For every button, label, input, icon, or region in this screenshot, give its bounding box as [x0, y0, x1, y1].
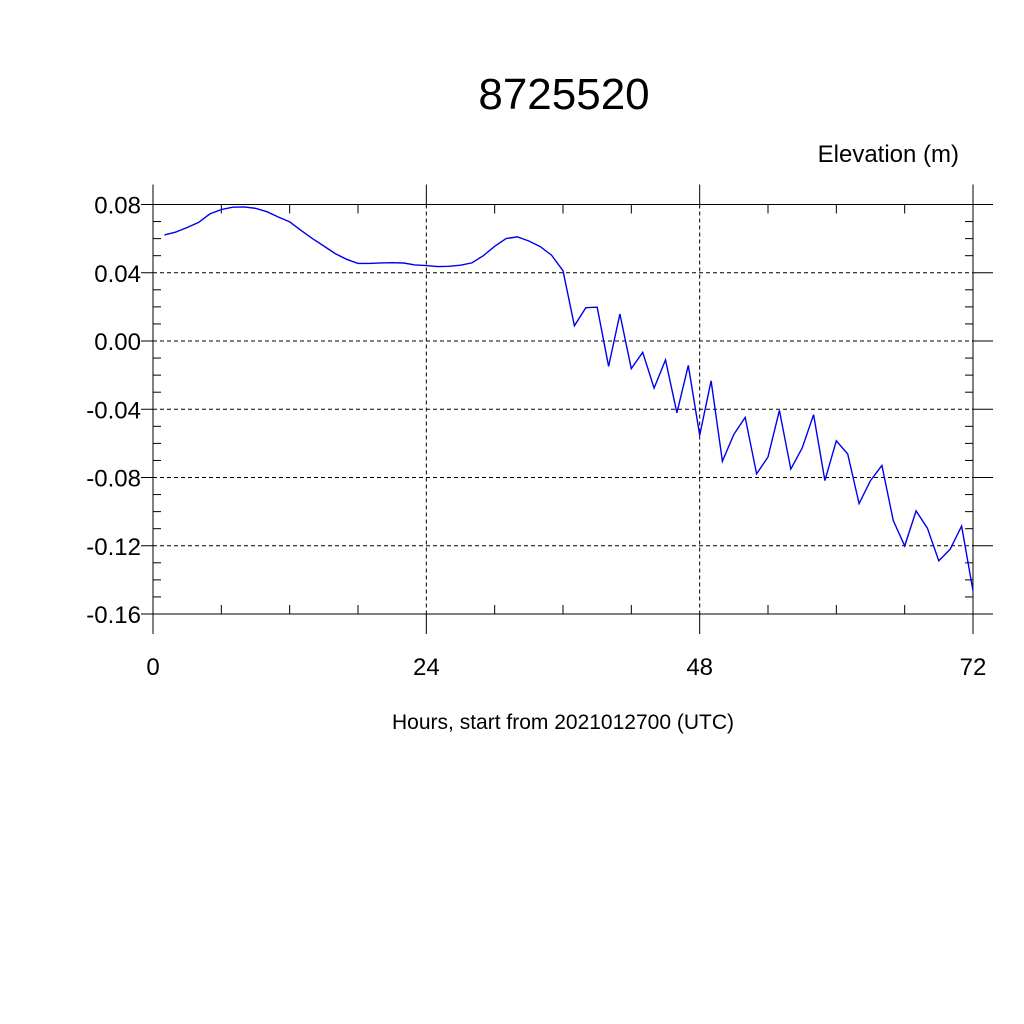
x-tick-label: 72	[960, 654, 987, 681]
y-tick-label: -0.04	[86, 397, 141, 424]
y-tick-label: 0.04	[94, 261, 141, 288]
y-tick-label: -0.08	[86, 466, 141, 493]
y-tick-labels: 0.08 0.04 0.00 -0.04 -0.08 -0.12 -0.16	[86, 193, 141, 630]
y-tick-label: -0.12	[86, 534, 141, 561]
y-axis-label: Elevation (m)	[818, 141, 959, 168]
x-tick-labels: 0 24 48 72	[146, 654, 986, 681]
x-tick-label: 48	[686, 654, 713, 681]
series-line	[164, 206, 974, 591]
y-tick-label: 0.00	[94, 329, 141, 356]
x-tick-label: 0	[146, 654, 159, 681]
minor-ticks	[153, 204, 973, 614]
major-ticks	[141, 184, 993, 634]
y-tick-label: 0.08	[94, 193, 141, 220]
y-tick-label: -0.16	[86, 602, 141, 629]
chart-title: 8725520	[478, 70, 649, 119]
series-group	[164, 206, 974, 591]
grid-lines	[152, 204, 974, 615]
x-axis-label: Hours, start from 2021012700 (UTC)	[392, 711, 734, 734]
x-tick-label: 24	[413, 654, 440, 681]
